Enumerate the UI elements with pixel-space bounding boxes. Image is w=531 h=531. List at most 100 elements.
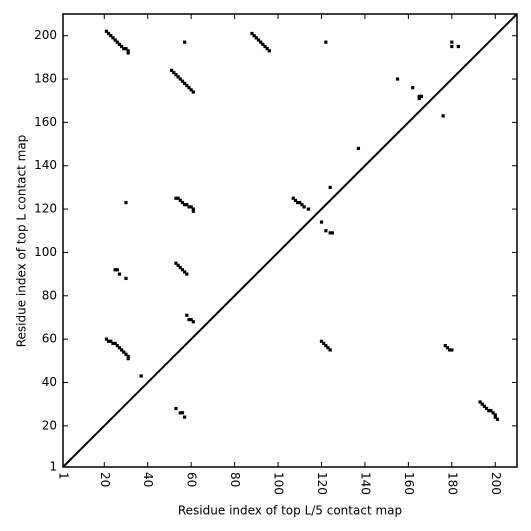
contact-point bbox=[115, 268, 119, 272]
contact-point bbox=[178, 77, 182, 81]
contact-point bbox=[250, 31, 254, 36]
y-tick-label: 100 bbox=[34, 245, 57, 259]
y-tick-label: 140 bbox=[34, 158, 57, 172]
x-axis-label: Residue index of top L/5 contact map bbox=[178, 504, 402, 518]
contact-point bbox=[480, 402, 484, 406]
contact-point bbox=[187, 205, 191, 209]
contact-point bbox=[126, 49, 130, 53]
contact-point bbox=[189, 88, 193, 92]
contact-point bbox=[176, 196, 180, 200]
contact-point bbox=[122, 350, 126, 354]
contact-point bbox=[113, 268, 117, 272]
contact-point bbox=[356, 146, 361, 150]
contact-point bbox=[328, 348, 332, 352]
contact-point bbox=[113, 341, 117, 346]
contact-point bbox=[191, 320, 195, 324]
x-tick-label: 180 bbox=[445, 472, 459, 495]
contact-point bbox=[113, 38, 117, 42]
contact-point bbox=[185, 203, 189, 207]
contact-point bbox=[117, 272, 122, 276]
contact-point bbox=[111, 341, 115, 346]
contact-point bbox=[265, 47, 269, 51]
contact-point bbox=[117, 346, 122, 350]
contact-point bbox=[493, 413, 497, 417]
contact-point bbox=[189, 205, 193, 209]
contact-point bbox=[122, 47, 126, 51]
contact-point bbox=[111, 36, 115, 40]
y-tick-label: 40 bbox=[42, 375, 57, 389]
contact-point bbox=[178, 265, 182, 270]
contact-point bbox=[185, 272, 189, 276]
contact-point bbox=[139, 374, 143, 378]
contact-point bbox=[107, 31, 111, 36]
contact-point bbox=[482, 404, 487, 408]
contact-point bbox=[189, 318, 193, 322]
contact-point bbox=[191, 209, 195, 213]
contact-point bbox=[328, 185, 332, 189]
contact-point bbox=[178, 198, 182, 203]
x-tick-label: 140 bbox=[358, 472, 372, 495]
contact-point bbox=[319, 220, 324, 224]
contact-point bbox=[178, 411, 182, 415]
contact-point bbox=[252, 34, 256, 38]
contact-point bbox=[104, 337, 109, 341]
contact-point bbox=[319, 339, 324, 343]
x-tick-label: 80 bbox=[228, 472, 242, 487]
y-tick-label: 60 bbox=[42, 332, 57, 346]
contact-point bbox=[124, 352, 128, 356]
contact-point bbox=[187, 86, 191, 90]
contact-point bbox=[456, 44, 460, 49]
contact-point bbox=[174, 261, 178, 265]
contact-point bbox=[107, 339, 111, 343]
y-tick-label: 80 bbox=[42, 288, 57, 302]
contact-point bbox=[445, 346, 450, 350]
contact-point bbox=[495, 417, 500, 421]
contact-point bbox=[180, 200, 185, 205]
contact-point bbox=[120, 348, 124, 352]
contact-point bbox=[126, 51, 130, 55]
contact-point bbox=[109, 34, 113, 38]
contact-point bbox=[450, 40, 454, 44]
contact-point bbox=[324, 40, 328, 44]
contact-point bbox=[489, 409, 493, 413]
contact-point bbox=[172, 70, 176, 75]
contact-point bbox=[176, 75, 180, 79]
x-tick-label: 100 bbox=[272, 472, 286, 495]
contact-point bbox=[395, 77, 400, 81]
contact-point bbox=[183, 40, 187, 44]
contact-point bbox=[191, 207, 195, 211]
y-axis-label: Residue index of top L contact map bbox=[15, 135, 29, 348]
contact-point bbox=[176, 263, 180, 268]
contact-point bbox=[104, 29, 109, 33]
diagonal bbox=[62, 13, 518, 468]
contact-point bbox=[291, 196, 295, 200]
y-tick-label: 20 bbox=[42, 418, 57, 432]
contact-point bbox=[124, 276, 128, 281]
x-tick-label: 200 bbox=[489, 472, 503, 495]
contact-point bbox=[187, 318, 191, 322]
contact-point bbox=[326, 346, 330, 350]
contact-point bbox=[491, 411, 495, 415]
contact-point bbox=[296, 200, 300, 205]
contact-point bbox=[183, 270, 187, 274]
x-tick-label: 40 bbox=[141, 472, 155, 487]
contact-point bbox=[263, 44, 267, 49]
contact-point bbox=[117, 42, 122, 46]
x-tick-label: 60 bbox=[185, 472, 199, 487]
contact-point bbox=[124, 47, 128, 51]
contact-point bbox=[261, 42, 265, 46]
plot-frame bbox=[62, 13, 518, 468]
contact-point bbox=[417, 96, 421, 101]
contact-point bbox=[302, 205, 306, 209]
contact-point bbox=[180, 268, 185, 272]
contact-point bbox=[180, 79, 185, 83]
contact-point bbox=[259, 40, 263, 44]
contact-point bbox=[115, 40, 119, 44]
contact-point bbox=[191, 90, 195, 94]
contact-point bbox=[124, 200, 128, 205]
contact-point bbox=[185, 83, 189, 88]
x-tick-label: 1 bbox=[57, 472, 71, 480]
contact-point bbox=[185, 313, 189, 317]
contact-point bbox=[174, 406, 178, 411]
contact-point bbox=[411, 86, 415, 90]
